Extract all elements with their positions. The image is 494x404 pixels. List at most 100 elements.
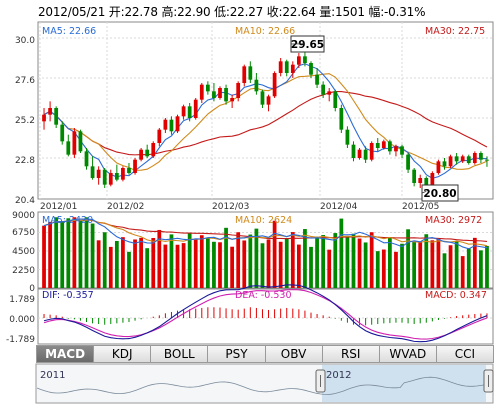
tab-macd[interactable]: MACD xyxy=(36,345,94,363)
volume-bar xyxy=(60,222,65,288)
volume-bar xyxy=(357,238,362,288)
candle xyxy=(369,141,374,162)
volume-bar xyxy=(236,232,241,288)
tab-rsi[interactable]: RSI xyxy=(321,345,379,363)
volume-bar xyxy=(218,242,222,288)
volume-bar xyxy=(248,234,253,288)
tab-kdj[interactable]: KDJ xyxy=(93,345,151,363)
candle xyxy=(485,156,489,167)
volume-bar xyxy=(145,248,150,288)
candle xyxy=(48,101,52,122)
svg-text:29.65: 29.65 xyxy=(291,39,324,51)
volume-y-axis: 9000 6750 4500 2250 0 xyxy=(12,211,35,294)
volume-bar xyxy=(309,246,313,288)
macd-tick-2: 0.000 xyxy=(9,315,35,325)
price-tick-1: 30.0 xyxy=(15,36,35,46)
volume-bar xyxy=(212,241,216,288)
volume-bar xyxy=(48,221,52,288)
volume-bar xyxy=(121,237,125,288)
volume-bar xyxy=(272,220,277,288)
candle xyxy=(224,84,228,105)
candle xyxy=(54,106,59,128)
volume-bar xyxy=(66,218,71,288)
candle xyxy=(242,64,247,87)
macd-tick-1: 1.789 xyxy=(9,295,35,305)
candle xyxy=(284,59,289,77)
candle xyxy=(333,89,338,112)
volume-bar xyxy=(472,237,477,288)
volume-bar xyxy=(327,249,332,288)
vol-tick-4: 2250 xyxy=(12,266,35,276)
ma30-line xyxy=(43,91,488,156)
macd-legend: MACD: 0.347 xyxy=(425,290,487,301)
tab-wvad[interactable]: WVAD xyxy=(378,345,436,363)
volume-bar xyxy=(127,251,131,288)
quote-header: 2012/05/21 开:22.78 高:22.90 低:22.27 收:22.… xyxy=(38,3,426,20)
volume-bar xyxy=(303,229,307,288)
volume-bar xyxy=(290,232,295,288)
nav-year-2012: 2012 xyxy=(326,370,351,381)
high-annotation: 29.65 xyxy=(290,35,325,53)
vol-tick-5: 0 xyxy=(29,284,35,294)
navigator-right-handle[interactable] xyxy=(483,369,494,393)
candle xyxy=(78,129,83,153)
candlestick-series xyxy=(42,43,489,192)
candle xyxy=(321,81,326,98)
x-tick-3: 2012/03 xyxy=(212,202,249,212)
change-label: 幅: xyxy=(368,5,385,19)
vol-tick-3: 4500 xyxy=(12,247,35,257)
vol-ma30-legend: MA30: 2972 xyxy=(425,215,482,226)
volume-bar xyxy=(278,241,283,288)
navigator-left-handle[interactable] xyxy=(315,369,326,393)
close-value: 22.64 xyxy=(282,5,316,19)
candle xyxy=(479,151,483,163)
volume-bar xyxy=(230,246,235,288)
tab-boll[interactable]: BOLL xyxy=(150,345,208,363)
macd-histogram xyxy=(43,307,488,326)
vol-tick-1: 9000 xyxy=(12,211,35,221)
candle xyxy=(42,108,46,130)
candle xyxy=(72,128,77,158)
volume-ma-lines xyxy=(43,218,488,250)
volume-bar xyxy=(102,232,107,288)
price-y-axis: 30.0 27.6 25.2 22.8 20.4 xyxy=(15,36,35,206)
candle xyxy=(139,148,143,162)
vol-ma5-path xyxy=(43,218,488,250)
candle xyxy=(442,158,447,170)
candle xyxy=(187,103,192,122)
candle xyxy=(290,61,295,78)
price-panel-frame xyxy=(37,21,494,200)
low-leader-line xyxy=(421,190,427,194)
candle xyxy=(193,98,198,120)
candle xyxy=(375,138,380,152)
volume-bar xyxy=(139,237,143,288)
volume-bar xyxy=(442,253,447,288)
dea-legend: DEA: -0.530 xyxy=(235,290,292,301)
volume-bar xyxy=(454,241,459,288)
candle xyxy=(236,81,241,102)
candle xyxy=(394,144,398,157)
volume-bar xyxy=(78,220,83,288)
navigator-overview-line xyxy=(36,376,493,395)
volume-bar xyxy=(84,217,89,288)
volume-bar xyxy=(151,238,156,288)
candle xyxy=(108,169,113,187)
candle xyxy=(260,89,265,108)
svg-text:20.80: 20.80 xyxy=(423,188,456,200)
volume-bar xyxy=(479,250,483,288)
volume-bar xyxy=(321,235,326,288)
volume-bar xyxy=(466,248,471,288)
volume-bar xyxy=(175,244,180,288)
quote-date: 2012/05/21 xyxy=(38,5,106,19)
tab-obv[interactable]: OBV xyxy=(264,345,322,363)
volume-bar xyxy=(72,217,77,288)
volume-bar xyxy=(418,242,423,288)
low-label: 低: xyxy=(214,5,230,19)
candle xyxy=(181,104,186,120)
tab-psy[interactable]: PSY xyxy=(207,345,265,363)
candle xyxy=(121,166,125,182)
tab-cci[interactable]: CCI xyxy=(435,345,494,363)
volume-label: 量: xyxy=(319,5,336,19)
volume-bar xyxy=(114,240,119,288)
